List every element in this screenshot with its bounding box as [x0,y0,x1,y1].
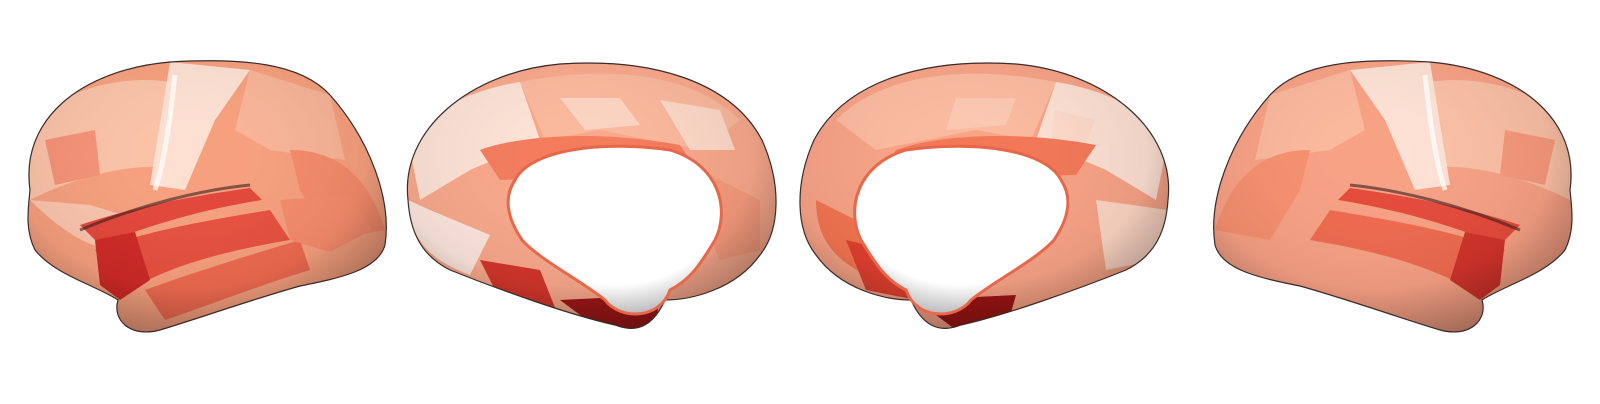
right-medial-view [799,62,1170,330]
left-medial-view [406,62,777,330]
left-lateral-view [27,60,387,333]
right-lateral-view [1213,60,1573,333]
medial-wall-right [853,144,1070,316]
medial-wall-left [506,144,723,316]
